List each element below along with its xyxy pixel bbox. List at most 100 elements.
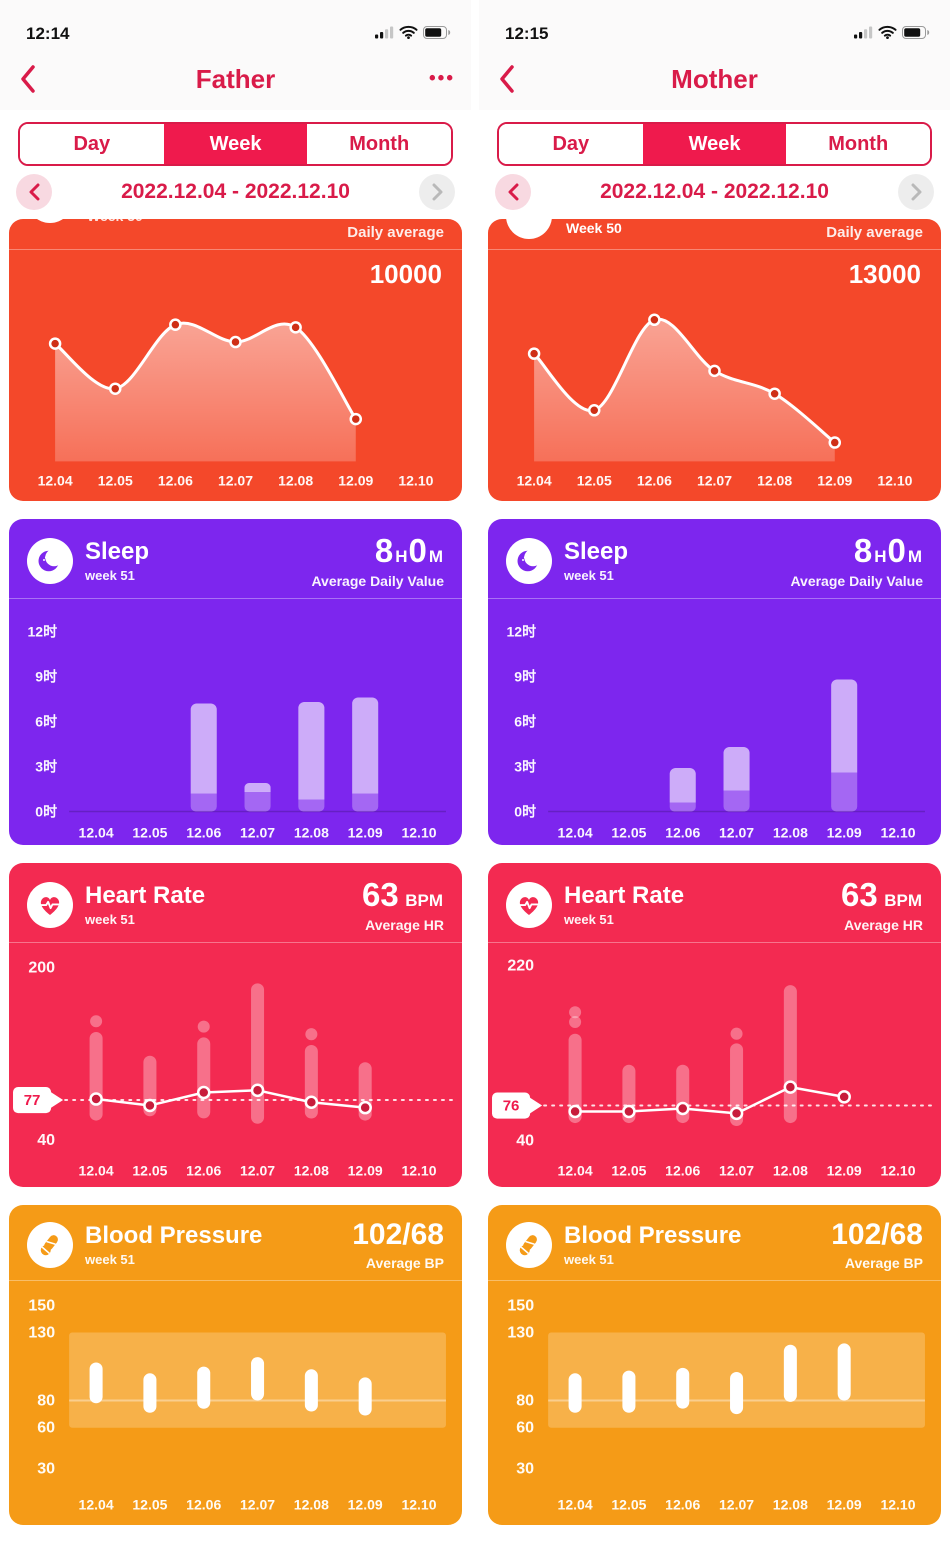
blood-pressure-chart: 150 130 80 60 30 12.04 12.05 12.06 12.07 12.08 12.… xyxy=(9,1281,462,1522)
svg-text:3时: 3时 xyxy=(514,758,536,774)
svg-text:12.06: 12.06 xyxy=(186,1163,221,1179)
svg-text:12.06: 12.06 xyxy=(158,472,193,488)
svg-text:9时: 9时 xyxy=(514,668,536,684)
back-button[interactable] xyxy=(479,64,539,94)
svg-text:12.05: 12.05 xyxy=(611,1163,646,1179)
steps-chart: 12.04 12.05 12.06 12.07 12.08 12.09 12.10 xyxy=(488,290,941,495)
more-menu-button[interactable]: ••• xyxy=(411,67,471,91)
battery-icon xyxy=(902,25,930,44)
heart-rate-card: Heart Rate week 51 63 BPM Average HR 220… xyxy=(488,863,941,1187)
svg-text:12.09: 12.09 xyxy=(827,1496,862,1512)
sleep-card: Sleep week 51 8 H0 M Average Daily Value 0… xyxy=(488,519,941,845)
svg-text:12.08: 12.08 xyxy=(773,1496,808,1512)
bp-subtitle: Average BP xyxy=(844,1255,923,1271)
steps-card: Week 50 Daily average 13000 12.04 12.05 12… xyxy=(488,219,941,501)
svg-text:12.06: 12.06 xyxy=(637,472,672,488)
blood-pressure-card: Blood Pressure week 51 102/68 Average BP… xyxy=(9,1205,462,1525)
back-button[interactable] xyxy=(0,64,60,94)
sleep-average-value: 8 H0 M xyxy=(374,532,443,569)
bp-average-value: 102/68 xyxy=(831,1218,923,1251)
heart-rate-chart: 200 40 77 12.04 12.05 12.06 12.07 12.08 12.09 12.… xyxy=(9,943,462,1187)
svg-text:12时: 12时 xyxy=(27,623,57,639)
svg-text:12.05: 12.05 xyxy=(611,825,646,841)
steps-icon xyxy=(506,219,552,239)
svg-text:40: 40 xyxy=(37,1131,55,1149)
svg-text:76: 76 xyxy=(503,1098,520,1115)
svg-text:12.05: 12.05 xyxy=(611,1496,646,1512)
sleep-card: Sleep week 51 8 H0 M Average Daily Value 0… xyxy=(9,519,462,845)
heart-card-header: Heart Rate week 51 63 BPM Average HR xyxy=(488,863,941,942)
tab-day[interactable]: Day xyxy=(499,124,643,164)
divider xyxy=(488,1280,941,1281)
svg-text:0时: 0时 xyxy=(35,803,57,819)
nav-bar: Father ••• xyxy=(0,48,471,110)
cellular-icon xyxy=(375,26,394,44)
svg-text:12.04: 12.04 xyxy=(38,472,73,488)
tab-day[interactable]: Day xyxy=(20,124,164,164)
svg-text:12.09: 12.09 xyxy=(338,472,373,488)
svg-text:12.07: 12.07 xyxy=(697,472,732,488)
period-tabs: Day Week Month xyxy=(497,122,932,166)
svg-text:12.08: 12.08 xyxy=(278,472,313,488)
svg-text:130: 130 xyxy=(507,1324,534,1342)
svg-text:12.09: 12.09 xyxy=(827,825,862,841)
heart-title: Heart Rate xyxy=(85,882,206,909)
status-icons xyxy=(854,25,930,44)
tab-week[interactable]: Week xyxy=(642,124,787,164)
svg-text:12.09: 12.09 xyxy=(817,472,852,488)
svg-text:150: 150 xyxy=(507,1296,534,1314)
svg-text:12.04: 12.04 xyxy=(558,1496,593,1512)
svg-text:12.06: 12.06 xyxy=(665,825,700,841)
svg-text:3时: 3时 xyxy=(35,758,57,774)
svg-text:40: 40 xyxy=(516,1132,534,1150)
sleep-week-label: week 51 xyxy=(85,568,135,583)
period-tabs: Day Week Month xyxy=(18,122,453,166)
svg-text:30: 30 xyxy=(516,1460,534,1478)
svg-text:12.08: 12.08 xyxy=(294,825,329,841)
tab-month[interactable]: Month xyxy=(307,124,451,164)
pills-icon xyxy=(506,1221,552,1268)
next-week-button[interactable] xyxy=(419,174,455,210)
steps-average-value: 10000 xyxy=(369,259,442,289)
status-bar: 12:14 xyxy=(0,0,471,48)
svg-text:12.04: 12.04 xyxy=(79,1496,114,1512)
heart-subtitle: Average HR xyxy=(365,917,444,933)
cellular-icon xyxy=(854,26,873,44)
steps-average-value: 13000 xyxy=(848,259,921,289)
sleep-title: Sleep xyxy=(85,538,150,565)
status-time: 12:15 xyxy=(505,24,549,43)
steps-week-label: Week 50 xyxy=(87,219,143,224)
more-menu-button[interactable] xyxy=(890,78,950,80)
svg-text:6时: 6时 xyxy=(514,713,536,729)
svg-text:12.06: 12.06 xyxy=(665,1496,700,1512)
svg-text:12.04: 12.04 xyxy=(517,472,552,488)
nav-bar: Mother xyxy=(479,48,950,110)
svg-text:30: 30 xyxy=(37,1460,55,1478)
blood-pressure-card: Blood Pressure week 51 102/68 Average BP… xyxy=(488,1205,941,1525)
heart-subtitle: Average HR xyxy=(844,917,923,933)
tab-month[interactable]: Month xyxy=(786,124,930,164)
sleep-subtitle: Average Daily Value xyxy=(311,573,444,589)
steps-week-label: Week 50 xyxy=(566,220,622,236)
moon-icon xyxy=(27,537,73,584)
steps-card-header: Week 50 Daily average xyxy=(9,219,462,249)
date-navigator: 2022.12.04 - 2022.12.10 xyxy=(0,168,471,216)
heart-rate-card: Heart Rate week 51 63 BPM Average HR 200… xyxy=(9,863,462,1187)
svg-text:12.05: 12.05 xyxy=(577,472,612,488)
next-week-button[interactable] xyxy=(898,174,934,210)
svg-text:12.08: 12.08 xyxy=(773,825,808,841)
page-title: Mother xyxy=(671,63,758,94)
prev-week-button[interactable] xyxy=(495,174,531,210)
svg-text:12.04: 12.04 xyxy=(558,1163,593,1179)
svg-text:77: 77 xyxy=(24,1092,41,1109)
svg-text:9时: 9时 xyxy=(35,668,57,684)
date-range-label: 2022.12.04 - 2022.12.10 xyxy=(600,180,829,203)
sleep-week-label: week 51 xyxy=(564,568,614,583)
heart-card-header: Heart Rate week 51 63 BPM Average HR xyxy=(9,863,462,942)
prev-week-button[interactable] xyxy=(16,174,52,210)
svg-text:12.06: 12.06 xyxy=(186,1496,221,1512)
status-icons xyxy=(375,25,451,44)
divider xyxy=(488,249,941,250)
status-time: 12:14 xyxy=(26,24,70,43)
tab-week[interactable]: Week xyxy=(163,124,308,164)
